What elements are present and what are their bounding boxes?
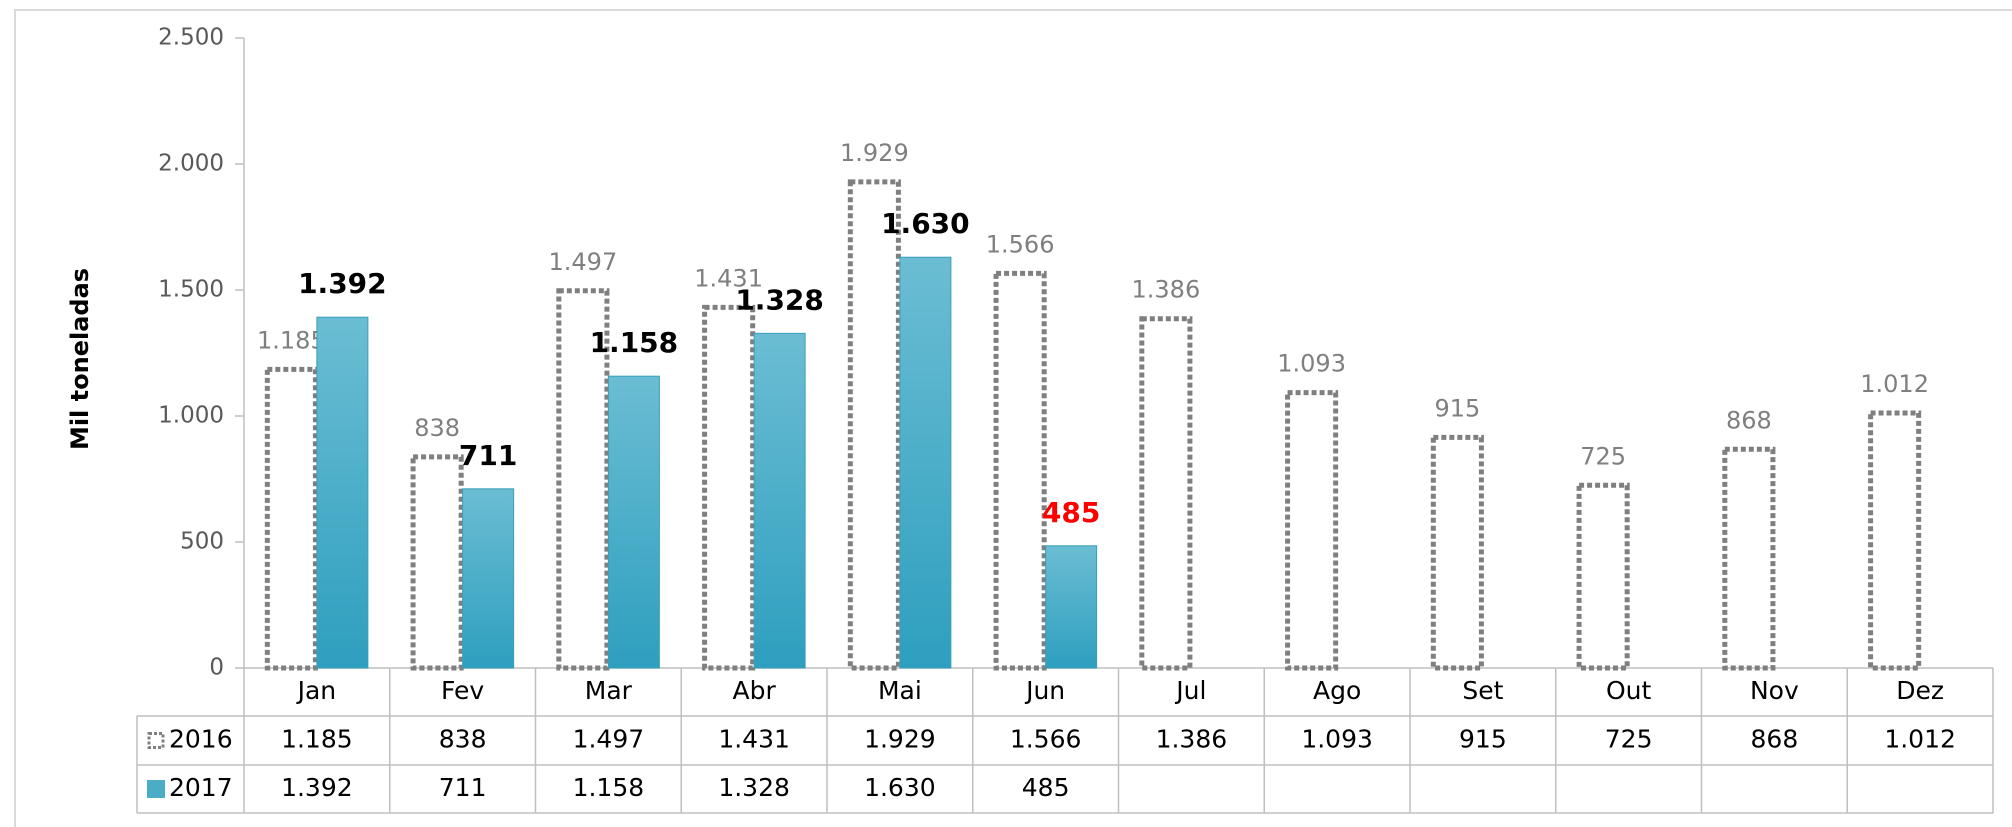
bar: [753, 332, 806, 669]
table-cell: 1.158: [573, 773, 645, 802]
bar: [316, 316, 369, 669]
x-tick-label: Mai: [878, 676, 922, 705]
data-label: 1.566: [986, 230, 1055, 258]
x-tick-label: Out: [1606, 676, 1652, 705]
bar: [1722, 446, 1776, 671]
data-label: 1.929: [840, 139, 909, 167]
table-cell: 1.929: [864, 725, 936, 754]
x-tick-label: Abr: [733, 676, 777, 705]
data-label: 1.185: [257, 326, 326, 354]
bar: [702, 304, 756, 671]
bar: [264, 366, 318, 671]
bar: [607, 375, 660, 669]
y-tick-label: 1.000: [158, 403, 224, 429]
bar: [1139, 316, 1193, 671]
bar: [1045, 545, 1098, 669]
data-label: 1.431: [694, 264, 763, 292]
data-label: 1.093: [1277, 350, 1346, 378]
bar: [462, 488, 515, 669]
x-tick-label: Dez: [1896, 676, 1944, 705]
bar: [1868, 410, 1922, 671]
bar: [1430, 434, 1484, 671]
table-cell: 1.566: [1010, 725, 1082, 754]
data-label: 1.158: [590, 326, 679, 359]
table-cell: 1.012: [1884, 725, 1956, 754]
data-label: 1.328: [735, 283, 824, 316]
data-label: 1.392: [298, 267, 387, 300]
table-cell: 1.093: [1301, 725, 1373, 754]
table-cell: 1.386: [1156, 725, 1228, 754]
bar: [410, 454, 464, 671]
data-label: 915: [1434, 394, 1480, 422]
table-cell: 868: [1751, 725, 1799, 754]
data-label: 1.497: [549, 248, 618, 276]
bar: [1285, 390, 1339, 671]
data-label: 1.630: [881, 207, 970, 240]
x-tick-label: Ago: [1313, 676, 1361, 705]
data-label: 1.012: [1860, 370, 1929, 398]
x-tick-label: Fev: [441, 676, 484, 705]
table-cell: 485: [1022, 773, 1070, 802]
legend-label: 2016: [169, 725, 233, 754]
data-label: 725: [1580, 442, 1626, 470]
y-tick-label: 2.000: [158, 151, 224, 177]
legend-swatch: [147, 780, 165, 798]
table-cell: 1.392: [281, 773, 353, 802]
x-tick-label: Jun: [1024, 676, 1065, 705]
y-tick-label: 0: [209, 655, 224, 681]
data-label: 485: [1042, 496, 1100, 529]
table-cell: 1.431: [718, 725, 790, 754]
bar: [556, 288, 610, 671]
x-tick-label: Mar: [585, 676, 633, 705]
table-cell: 1.630: [864, 773, 936, 802]
x-tick-label: Jul: [1174, 676, 1206, 705]
bar: [1576, 482, 1630, 671]
x-tick-label: Jan: [296, 676, 337, 705]
data-label: 711: [459, 439, 517, 472]
x-tick-label: Set: [1462, 676, 1503, 705]
y-axis-title: Mil toneladas: [66, 268, 94, 450]
x-tick-label: Nov: [1750, 676, 1799, 705]
table-cell: 725: [1605, 725, 1653, 754]
legend-swatch: [147, 732, 165, 749]
table-cell: 1.185: [281, 725, 353, 754]
data-label: 838: [414, 414, 460, 442]
data-label: 868: [1726, 406, 1772, 434]
table-cell: 915: [1459, 725, 1507, 754]
y-tick-label: 1.500: [158, 277, 224, 303]
table-cell: 711: [439, 773, 487, 802]
data-label: 1.386: [1132, 276, 1201, 304]
chart-border: [14, 9, 2012, 827]
table-cell: 1.497: [573, 725, 645, 754]
table-cell: 1.328: [718, 773, 790, 802]
y-tick-label: 2.500: [158, 25, 224, 51]
table-cell: 838: [439, 725, 487, 754]
y-tick-label: 500: [180, 529, 224, 555]
bar: [899, 256, 952, 669]
legend-label: 2017: [169, 773, 233, 802]
bar: [847, 179, 901, 671]
bar: [993, 270, 1047, 671]
